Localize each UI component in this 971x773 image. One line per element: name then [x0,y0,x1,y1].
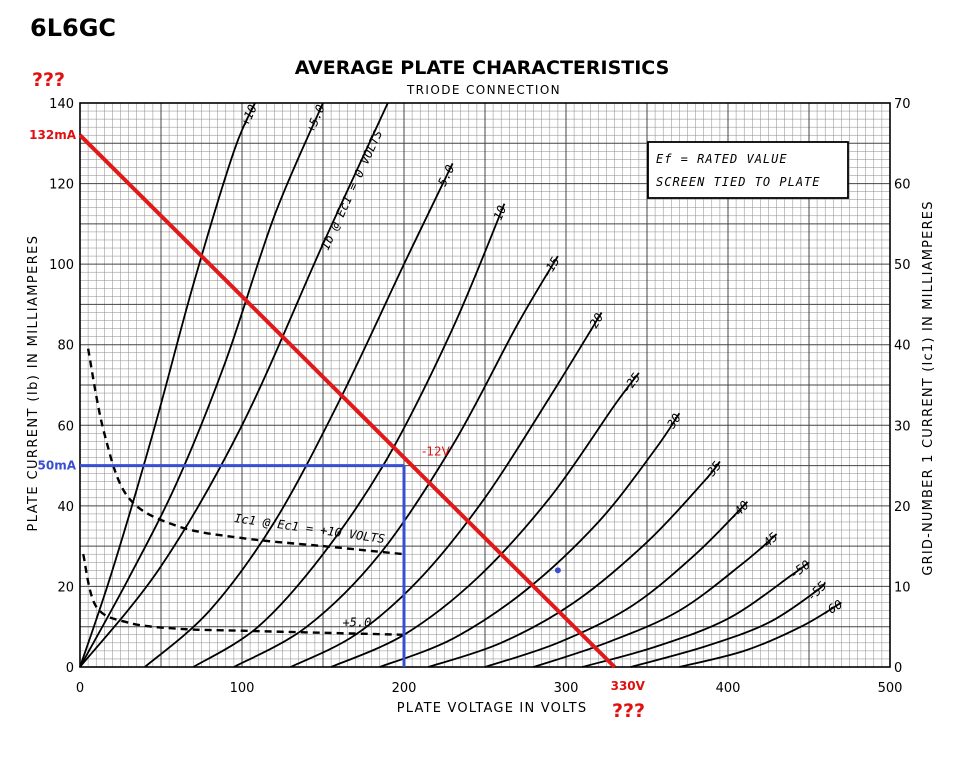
y-tick-label: 40 [57,500,74,515]
plate-curve-label: +5.0 [303,103,327,135]
y2-tick-label: 70 [894,97,911,112]
chart-title: AVERAGE PLATE CHARACTERISTICS [295,57,670,79]
y2-tick-labels: 0 10 20 30 40 50 60 70 [894,97,911,676]
annotation-50ma: 50mA [38,459,77,473]
note-line-1: Ef = RATED VALUE [656,152,788,166]
grid-current-curve [82,553,405,636]
y-tick-label: 60 [57,419,74,434]
y2-axis-label: GRID-NUMBER 1 CURRENT (Ic1) IN MILLIAMPE… [921,200,936,575]
plate-curve [484,501,749,668]
tube-type: 6L6GC [30,14,116,42]
plate-curve [630,581,826,668]
y2-tick-label: 50 [894,258,911,273]
plate-curve-label: -30 [660,411,684,437]
plate-curve [379,412,681,668]
y-tick-labels: 0 20 40 60 80 100 120 140 [49,97,74,676]
x-tick-label: 100 [230,681,255,696]
plate-curve-label: -10 [488,203,509,228]
plate-curve [144,163,454,668]
x-tick-label: 0 [76,681,84,696]
x-axis-label: PLATE VOLTAGE IN VOLTS [397,701,588,716]
annotation-neg12v: -12V [422,445,451,459]
note-box [647,141,849,199]
y-tick-label: 120 [49,178,74,193]
y2-tick-label: 60 [894,178,911,193]
y2-tick-label: 0 [894,661,902,676]
grid-current-curves [82,348,405,636]
plate-curve-label: -15 [539,254,562,280]
x-tick-label: 200 [392,681,417,696]
plate-curve-label: -60 [819,597,845,620]
plate-curve [679,601,842,668]
plate-curve [79,102,389,668]
y-tick-label: 0 [66,661,74,676]
plate-curve [79,102,324,668]
plate-curve [290,312,603,668]
grid-current-label: +5.0 [342,616,371,630]
x-tick-label: 300 [554,681,579,696]
plate-curve-label: +10 [238,103,259,128]
annotation-330v: 330V [611,679,646,693]
plate-curve [533,533,778,668]
plate-curve [192,203,506,668]
plate-curve-label: Ib @ Ec1 = 0 VOLTS [318,128,385,252]
y-tick-label: 20 [57,580,74,595]
load-line [78,133,617,669]
plate-curve [233,255,559,668]
y-tick-label: 140 [49,97,74,112]
y-tick-label: 100 [49,258,74,273]
y2-tick-label: 40 [894,339,911,354]
y-tick-label: 80 [57,339,74,354]
grid-current-curve [86,348,405,556]
x-tick-label: 400 [716,681,741,696]
annotation-overlays [78,133,617,669]
x-tick-labels: 0 100 200 300 400 500 [76,681,903,696]
annotation-132ma: 132mA [29,128,77,142]
plate-curve [79,102,256,668]
plate-curves [79,102,842,668]
y2-tick-label: 20 [894,500,911,515]
note-line-2: SCREEN TIED TO PLATE [656,175,821,189]
plate-curve-label: -20 [583,311,606,337]
y-axis-label: PLATE CURRENT (Ib) IN MILLIAMPERES [26,235,41,532]
question-marks-top-left: ??? [32,69,65,91]
plate-curve [428,460,721,668]
x-tick-label: 500 [878,681,903,696]
y2-tick-label: 30 [894,419,911,434]
chart-subtitle: TRIODE CONNECTION [406,83,561,97]
bias-marker-dot [554,567,561,574]
plate-curve-label: -35 [700,459,725,485]
y2-tick-label: 10 [894,580,911,595]
plate-curve [581,561,810,668]
question-marks-bottom: ??? [612,700,645,722]
plate-curve-label: -55 [804,579,829,604]
